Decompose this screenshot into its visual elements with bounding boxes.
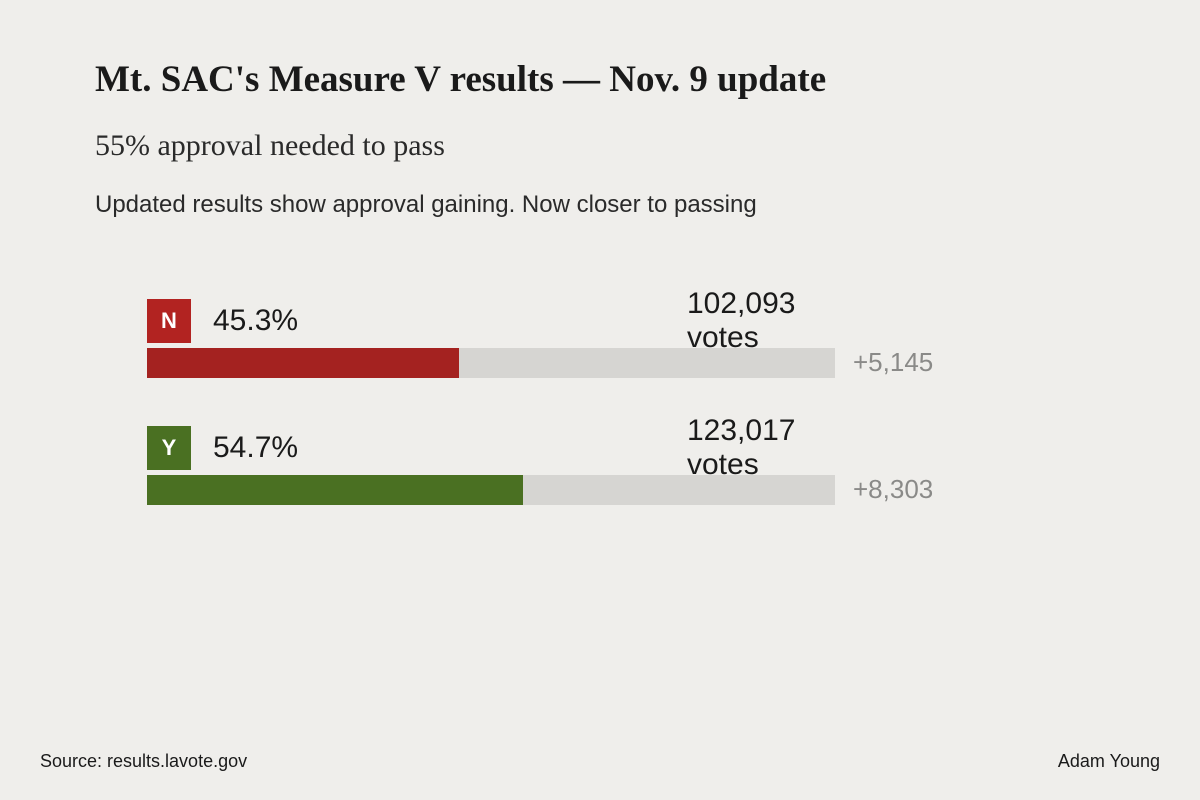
chart-title: Mt. SAC's Measure V results — Nov. 9 upd…	[95, 58, 1105, 101]
bar-row-yes: +8,303	[147, 474, 1105, 505]
footer-source: Source: results.lavote.gov	[40, 751, 247, 772]
bar-track-no	[147, 348, 835, 378]
result-row-yes: Y 54.7% 123,017 votes +8,303	[147, 426, 1105, 505]
percent-yes: 54.7%	[213, 431, 298, 465]
delta-no: +5,145	[853, 347, 933, 378]
results-container: N 45.3% 102,093 votes +5,145 Y 54.7% 123…	[95, 299, 1105, 505]
footer: Source: results.lavote.gov Adam Young	[40, 751, 1160, 772]
result-header-no: N 45.3% 102,093 votes	[147, 299, 835, 343]
result-header-yes: Y 54.7% 123,017 votes	[147, 426, 835, 470]
bar-fill-no	[147, 348, 459, 378]
bar-fill-yes	[147, 475, 523, 505]
bar-row-no: +5,145	[147, 347, 1105, 378]
bar-track-yes	[147, 475, 835, 505]
percent-no: 45.3%	[213, 304, 298, 338]
footer-credit: Adam Young	[1058, 751, 1160, 772]
badge-yes: Y	[147, 426, 191, 470]
delta-yes: +8,303	[853, 474, 933, 505]
chart-description: Updated results show approval gaining. N…	[95, 191, 1105, 219]
badge-no: N	[147, 299, 191, 343]
chart-subtitle: 55% approval needed to pass	[95, 129, 1105, 163]
votes-no: 102,093 votes	[687, 287, 835, 355]
votes-yes: 123,017 votes	[687, 414, 835, 482]
result-row-no: N 45.3% 102,093 votes +5,145	[147, 299, 1105, 378]
